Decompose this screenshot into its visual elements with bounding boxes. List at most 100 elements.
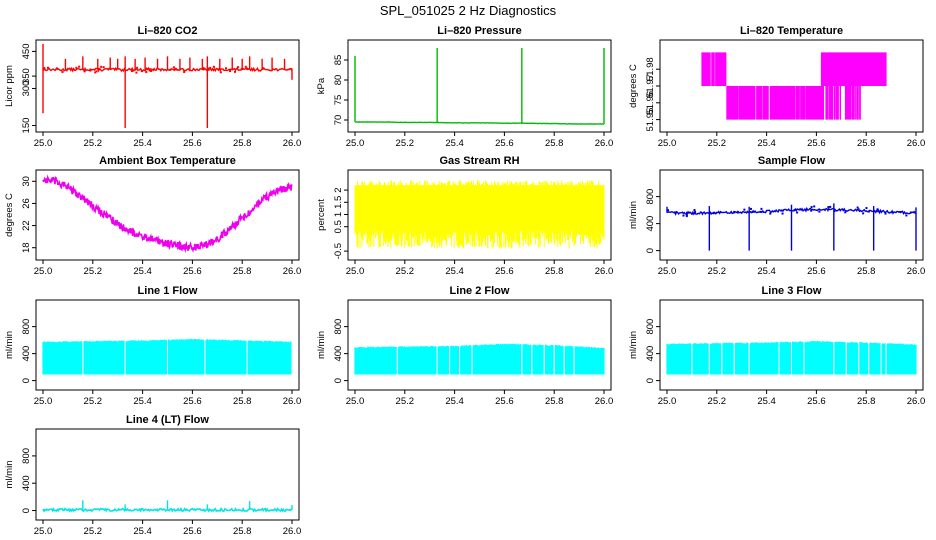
x-tick-label: 25.0 <box>658 266 677 277</box>
x-tick-label: 26.0 <box>283 526 302 537</box>
x-tick-label: 25.6 <box>183 396 202 407</box>
series-point <box>150 69 153 72</box>
x-axis: 25.0 25.2 25.4 25.6 25.8 26.0 <box>346 132 614 149</box>
x-axis: 25.0 25.2 25.4 25.6 25.8 26.0 <box>658 132 925 149</box>
x-tick-label: 25.8 <box>233 396 252 407</box>
panel-title: Line 3 Flow <box>762 285 822 297</box>
series-point <box>867 210 870 213</box>
chart-panel: Li–820 Temperature 25.0 25.2 25.4 25.6 25.8 26… <box>628 25 925 149</box>
x-tick-label: 25.0 <box>346 266 365 277</box>
y-axis: 0 400 800 <box>645 189 660 253</box>
x-tick-label: 25.4 <box>757 138 776 149</box>
y-tick-label: 30 <box>21 176 32 187</box>
y-tick-label: 0 <box>333 378 344 383</box>
series-band <box>354 343 605 375</box>
series-point <box>169 68 172 71</box>
plot-data <box>354 180 605 249</box>
series-point <box>234 70 237 73</box>
x-tick-label: 25.6 <box>183 138 202 149</box>
x-axis: 25.0 25.2 25.4 25.6 25.8 26.0 <box>658 390 925 407</box>
y-tick-label: 0 <box>645 248 656 253</box>
y-tick-label: 0 <box>21 508 32 513</box>
x-tick-label: 25.2 <box>708 396 727 407</box>
series-point <box>751 210 754 213</box>
x-tick-label: 25.4 <box>445 396 464 407</box>
y-tick-label: 800 <box>333 319 344 335</box>
x-tick-label: 25.6 <box>807 396 826 407</box>
series-point <box>862 212 865 215</box>
x-tick-label: 26.0 <box>907 266 926 277</box>
series-line <box>42 174 293 253</box>
x-tick-label: 25.0 <box>34 526 53 537</box>
x-tick-label: 25.8 <box>545 396 564 407</box>
series-point <box>712 211 715 214</box>
series-point <box>75 66 78 69</box>
x-tick-label: 25.2 <box>396 138 415 149</box>
panel-title: Line 1 Flow <box>138 285 198 297</box>
y-axis-label: ml/min <box>628 331 639 359</box>
x-tick-label: 25.8 <box>857 396 876 407</box>
series-point <box>173 68 176 71</box>
series-point <box>743 208 746 211</box>
series-point <box>682 214 685 217</box>
x-tick-label: 25.8 <box>857 266 876 277</box>
y-tick-label: 350 <box>21 68 32 84</box>
series-point <box>225 67 228 70</box>
x-tick-label: 25.0 <box>658 396 677 407</box>
plot-frame <box>347 299 612 391</box>
y-axis: 18 22 26 30 <box>21 176 36 253</box>
x-tick-label: 25.2 <box>708 138 727 149</box>
x-tick-label: 26.0 <box>595 266 614 277</box>
plot-frame <box>35 39 300 133</box>
plot-data <box>354 48 605 125</box>
x-tick-label: 26.0 <box>283 266 302 277</box>
x-tick-label: 25.2 <box>396 396 415 407</box>
chart-panel: Li–820 CO2 25.0 25.2 25.4 25.6 25.8 26.0 150 300… <box>4 25 301 149</box>
series-band <box>42 338 292 375</box>
panel-title: Li–820 Pressure <box>437 25 521 37</box>
series-point <box>183 71 186 74</box>
series-point <box>46 66 49 69</box>
y-tick-label: 70 <box>333 115 344 126</box>
page-title: SPL_051025 2 Hz Diagnostics <box>380 3 557 18</box>
series-point <box>694 210 697 213</box>
x-tick-label: 26.0 <box>595 138 614 149</box>
chart-panel: Line 4 (LT) Flow 25.0 25.2 25.4 25.6 25.8 26.0… <box>4 414 301 537</box>
y-tick-label: 80 <box>333 75 344 86</box>
panel-title: Li–820 Temperature <box>740 25 843 37</box>
y-tick-label: 26 <box>21 198 32 209</box>
panel-title: Gas Stream RH <box>439 155 519 167</box>
x-axis: 25.0 25.2 25.4 25.6 25.8 26.0 <box>346 260 614 277</box>
series-point <box>212 65 215 68</box>
x-tick-label: 25.8 <box>233 266 252 277</box>
series-point <box>219 71 222 74</box>
series-point <box>769 212 772 215</box>
series-point <box>877 210 880 213</box>
x-tick-label: 25.4 <box>757 266 776 277</box>
series-point <box>83 70 86 73</box>
series-point <box>759 210 762 213</box>
series-point <box>132 69 135 72</box>
x-tick-label: 25.6 <box>807 138 826 149</box>
y-axis-label: ml/min <box>4 461 15 489</box>
x-tick-label: 25.6 <box>495 396 514 407</box>
x-tick-label: 25.6 <box>183 526 202 537</box>
y-axis-label: kPa <box>316 77 327 94</box>
x-tick-label: 25.6 <box>183 266 202 277</box>
plot-data <box>42 174 293 253</box>
series-point <box>810 206 813 209</box>
plot-frame <box>347 39 612 133</box>
plot-data <box>354 343 605 375</box>
chart-panel: Li–820 Pressure 25.0 25.2 25.4 25.6 25.8 26.0 7… <box>316 25 613 149</box>
series-point <box>246 67 249 70</box>
plot-frame <box>659 299 924 391</box>
x-axis: 25.0 25.2 25.4 25.6 25.8 26.0 <box>34 132 301 149</box>
plot-frame <box>35 428 300 521</box>
x-axis: 25.0 25.2 25.4 25.6 25.8 26.0 <box>346 390 613 407</box>
y-axis: 0 400 800 <box>21 319 36 383</box>
series-point <box>685 211 688 214</box>
series-point <box>818 210 821 213</box>
x-tick-label: 25.4 <box>445 138 464 149</box>
series-point <box>685 215 688 218</box>
